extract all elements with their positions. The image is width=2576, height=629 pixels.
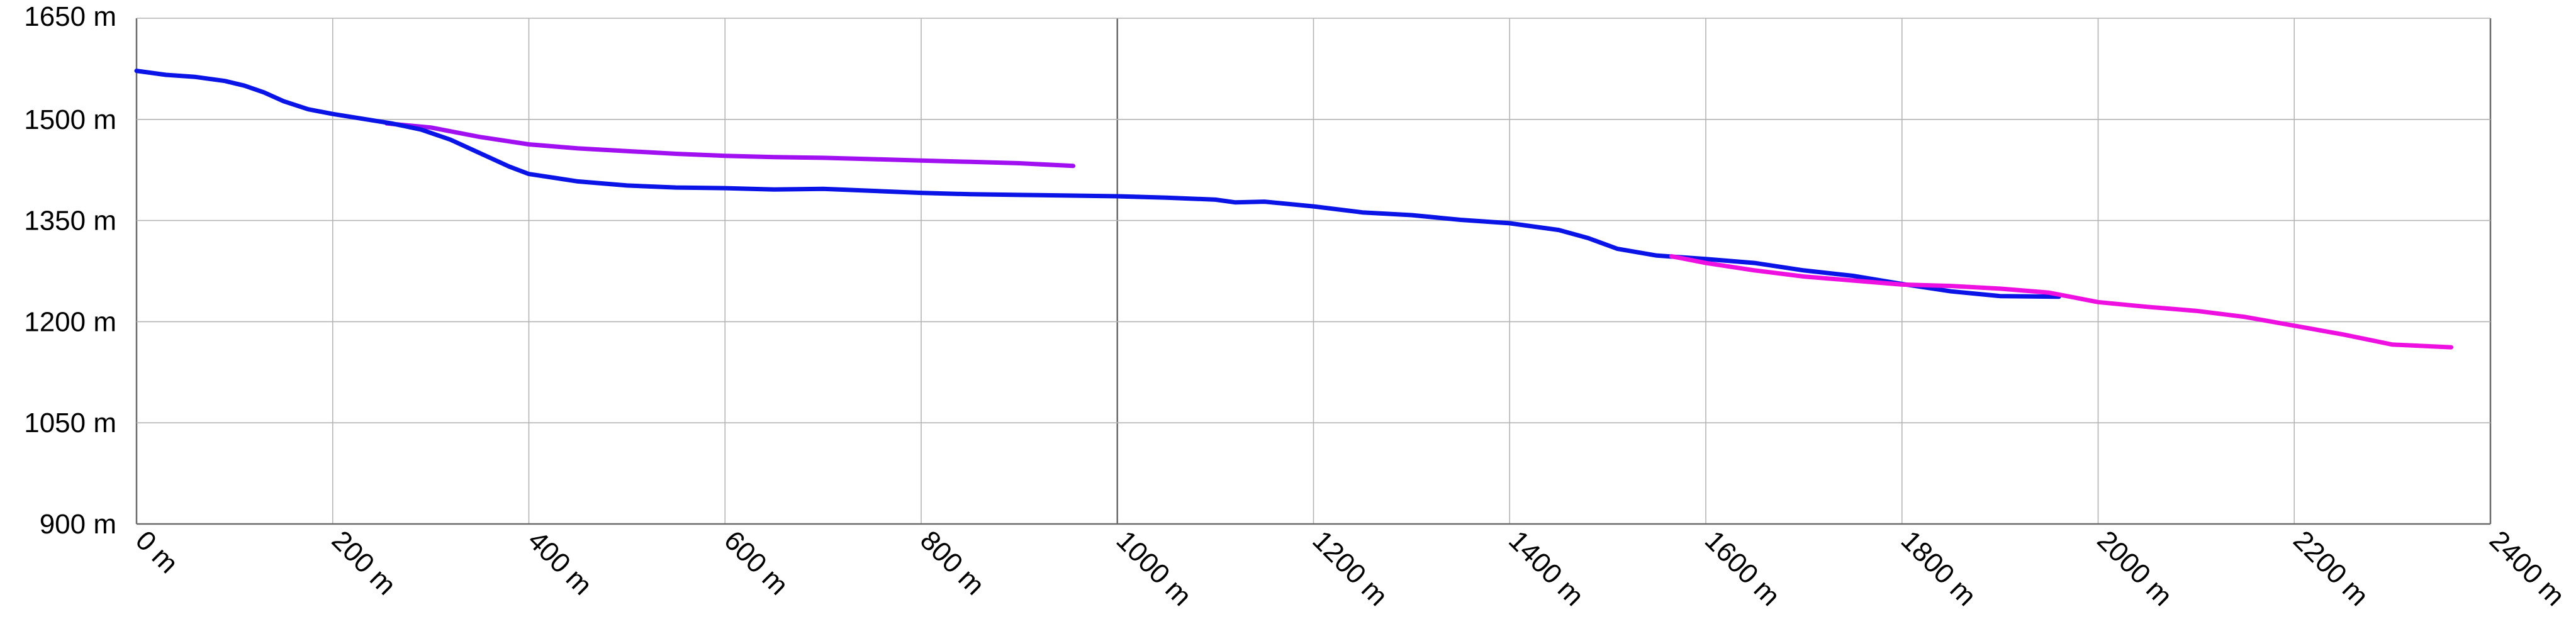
x-tick-label: 1400 m: [1503, 525, 1589, 611]
series-line-1: [384, 121, 1076, 169]
y-tick-label: 1350 m: [24, 206, 116, 237]
y-tick-label: 900 m: [40, 509, 116, 540]
x-tick-label: 2400 m: [2484, 525, 2570, 611]
y-tick-label: 1200 m: [24, 306, 116, 337]
x-tick-label: 1200 m: [1306, 525, 1393, 611]
x-tick-label: 0 m: [130, 525, 184, 579]
series-line-2: [134, 69, 2061, 299]
x-tick-label: 400 m: [522, 525, 598, 601]
x-tick-label: 1000 m: [1111, 525, 1197, 611]
y-tick-label: 1500 m: [24, 104, 116, 135]
y-axis-labels: 900 m 1050 m 1200 m 1350 m 1500 m 1650 m: [24, 1, 116, 540]
x-tick-label: 2200 m: [2287, 525, 2374, 611]
x-tick-label: 200 m: [326, 525, 402, 601]
series-line-3: [1669, 253, 2454, 350]
grid: [135, 18, 2492, 525]
y-tick-label: 1050 m: [24, 408, 116, 438]
series-lines: [134, 69, 2454, 350]
x-tick-label: 2000 m: [2091, 525, 2178, 611]
y-tick-label: 1650 m: [24, 1, 116, 32]
x-tick-label: 1800 m: [1895, 525, 1982, 611]
x-tick-label: 600 m: [718, 525, 794, 601]
x-axis-labels: 0 m 200 m 400 m 600 m 800 m 1000 m 1200 m 1400 …: [130, 525, 2570, 611]
x-tick-label: 1600 m: [1699, 525, 1786, 611]
x-tick-label: 800 m: [914, 525, 990, 601]
